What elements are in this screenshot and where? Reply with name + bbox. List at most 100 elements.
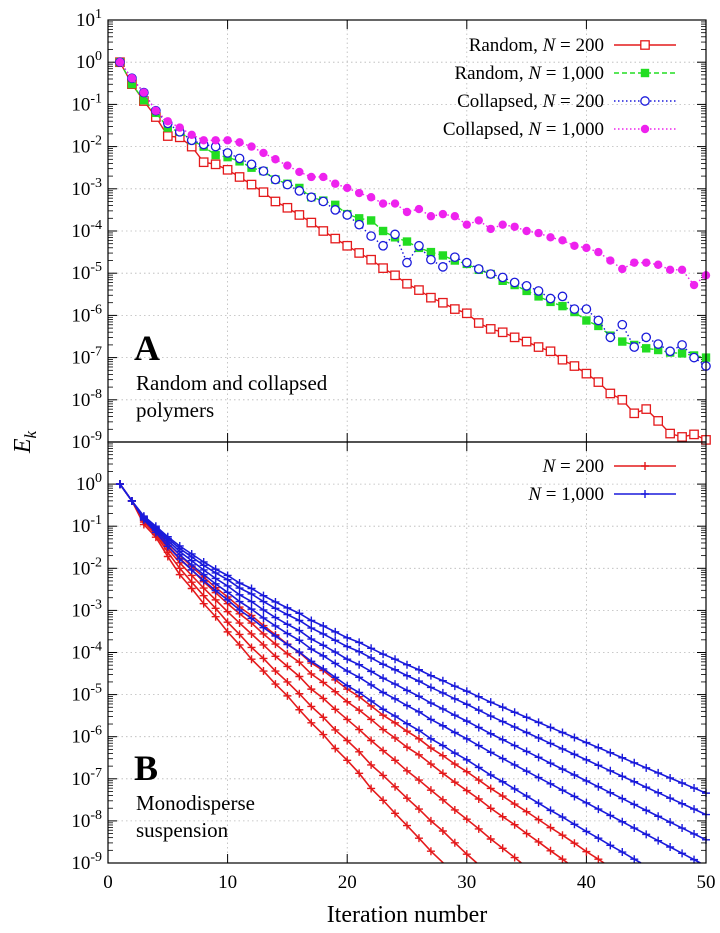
data-point	[462, 850, 471, 859]
data-point	[402, 207, 412, 217]
data-point	[127, 496, 136, 505]
data-point	[295, 616, 304, 625]
data-point	[271, 632, 280, 641]
data-point	[618, 794, 627, 803]
data-point	[378, 226, 388, 236]
curve-10	[115, 480, 710, 798]
series-line	[119, 483, 707, 841]
data-point	[271, 155, 280, 164]
data-point	[367, 784, 376, 793]
data-point	[367, 653, 376, 662]
data-point	[115, 480, 124, 489]
y-tick-label: 10-4	[71, 640, 102, 664]
data-point	[641, 332, 652, 343]
data-point	[642, 344, 651, 353]
data-point	[678, 779, 687, 788]
data-point	[534, 799, 543, 808]
data-point	[247, 142, 256, 151]
legend-marker	[640, 96, 650, 106]
data-point	[509, 277, 520, 288]
data-point	[331, 687, 340, 696]
data-point	[438, 721, 447, 730]
data-point	[605, 332, 616, 343]
data-point	[367, 696, 376, 705]
panel-description: polymers	[136, 398, 214, 422]
data-point	[282, 202, 293, 213]
data-point	[199, 599, 208, 608]
data-point	[307, 645, 316, 654]
data-point	[449, 304, 460, 314]
data-point	[521, 281, 532, 291]
data-point	[462, 717, 471, 726]
data-point	[258, 187, 269, 198]
data-point	[211, 612, 220, 621]
data-point	[414, 834, 423, 843]
data-point	[319, 172, 328, 182]
y-tick-label: 10-8	[71, 387, 102, 411]
data-point	[211, 586, 220, 595]
data-point	[366, 193, 376, 202]
data-point	[246, 159, 257, 170]
legend-label: N = 1,000	[527, 484, 604, 505]
data-point	[522, 792, 531, 801]
y-tick-label: 10-7	[71, 345, 102, 369]
common-axis-labels: 0 10 20 30 40 50 Iteration number Ek	[10, 430, 716, 928]
data-point	[271, 621, 280, 630]
data-point	[653, 339, 664, 349]
data-point	[139, 512, 148, 521]
data-point	[510, 741, 519, 750]
data-point	[295, 609, 304, 618]
data-point	[211, 595, 220, 604]
data-point	[343, 667, 352, 676]
curve-9	[115, 480, 710, 819]
data-point	[462, 687, 471, 696]
data-point	[534, 837, 543, 846]
series-line	[119, 483, 707, 816]
data-point	[234, 153, 245, 164]
data-point	[582, 755, 591, 764]
data-point	[199, 136, 208, 145]
data-point	[379, 688, 388, 697]
plot-frame	[107, 441, 707, 864]
data-point	[462, 815, 471, 824]
data-point	[403, 660, 411, 669]
data-point	[606, 841, 615, 850]
data-point	[498, 777, 507, 786]
data-point	[391, 809, 400, 818]
data-point	[235, 597, 244, 606]
data-point	[354, 219, 365, 230]
data-point	[522, 713, 531, 722]
data-point	[378, 240, 388, 251]
data-point	[414, 692, 423, 701]
data-point	[594, 743, 603, 752]
data-point	[606, 256, 615, 265]
data-point	[306, 192, 317, 203]
data-point	[403, 794, 411, 803]
data-point	[678, 824, 687, 833]
data-point	[450, 778, 459, 787]
data-point	[355, 647, 364, 656]
data-point	[210, 159, 221, 170]
panel-letter: B	[134, 748, 158, 788]
data-point	[259, 667, 268, 676]
data-point	[462, 786, 471, 795]
y-tick-label: 10-3	[71, 176, 102, 200]
x-tick-label: 10	[218, 872, 237, 893]
data-point	[223, 618, 232, 627]
data-point	[403, 671, 411, 680]
data-point	[498, 717, 507, 726]
data-point	[582, 776, 591, 785]
data-point	[594, 855, 603, 864]
data-point	[354, 214, 364, 223]
data-point	[450, 760, 459, 769]
data-point	[534, 733, 543, 742]
data-point	[606, 748, 615, 757]
data-point	[654, 812, 663, 821]
data-point	[594, 321, 603, 331]
data-point	[438, 827, 447, 836]
legend-entry: N = 200	[542, 456, 676, 477]
data-point	[582, 847, 591, 856]
data-point	[343, 715, 352, 724]
data-point	[402, 278, 412, 289]
data-point	[582, 738, 591, 747]
